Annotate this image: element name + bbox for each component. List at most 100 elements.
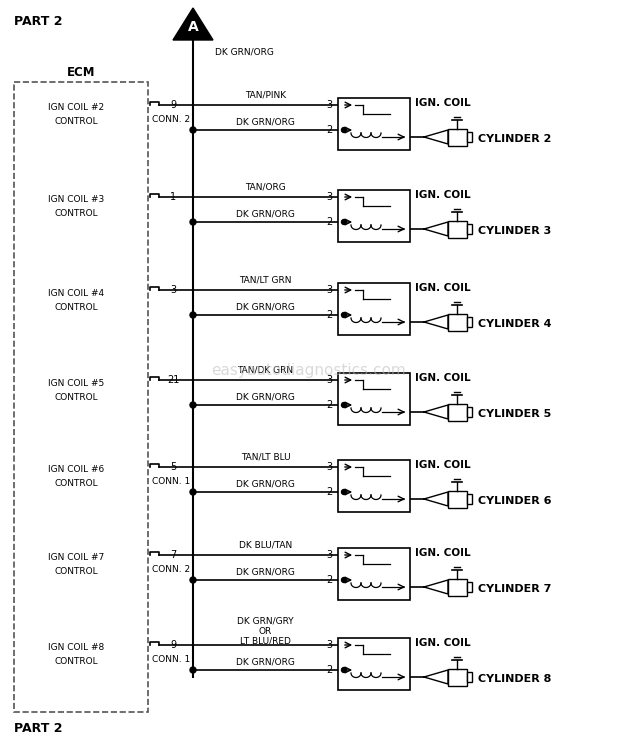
Text: IGN COIL #4: IGN COIL #4 [48, 289, 104, 298]
Text: IGN. COIL: IGN. COIL [415, 190, 471, 200]
Text: 3: 3 [326, 462, 332, 472]
Text: CYLINDER 5: CYLINDER 5 [478, 409, 551, 419]
Circle shape [190, 219, 196, 225]
Bar [338, 98, 410, 150]
Circle shape [342, 403, 347, 407]
Text: IGN. COIL: IGN. COIL [415, 638, 471, 648]
Polygon shape [424, 492, 448, 506]
Polygon shape [424, 130, 448, 144]
Text: 2: 2 [326, 310, 332, 320]
Text: 3: 3 [170, 285, 176, 295]
Bar [338, 283, 410, 335]
Text: TAN/DK GRN: TAN/DK GRN [237, 365, 294, 374]
Text: CYLINDER 4: CYLINDER 4 [478, 319, 551, 329]
Text: CONTROL: CONTROL [54, 302, 98, 311]
Bar [448, 578, 467, 596]
Text: CYLINDER 7: CYLINDER 7 [478, 584, 551, 594]
Bar [448, 668, 467, 686]
Polygon shape [424, 580, 448, 594]
Text: IGN. COIL: IGN. COIL [415, 548, 471, 558]
Text: DK GRN/ORG: DK GRN/ORG [236, 658, 295, 667]
Text: CONTROL: CONTROL [54, 209, 98, 218]
Polygon shape [424, 222, 448, 236]
Bar [338, 638, 410, 690]
Text: 7: 7 [170, 550, 176, 560]
Circle shape [342, 128, 347, 133]
Text: IGN. COIL: IGN. COIL [415, 460, 471, 470]
Text: CONTROL: CONTROL [54, 479, 98, 488]
Text: IGN COIL #3: IGN COIL #3 [48, 196, 104, 205]
Text: IGN. COIL: IGN. COIL [415, 373, 471, 383]
Circle shape [190, 312, 196, 318]
Text: ECM: ECM [67, 67, 95, 80]
Text: 2: 2 [326, 665, 332, 675]
Polygon shape [173, 8, 213, 40]
Circle shape [190, 667, 196, 673]
Text: DK GRN/ORG: DK GRN/ORG [236, 479, 295, 488]
Text: 2: 2 [326, 400, 332, 410]
Text: 3: 3 [326, 100, 332, 110]
Text: CONN. 1: CONN. 1 [152, 656, 190, 664]
Bar [467, 317, 472, 327]
Bar [338, 373, 410, 425]
Text: TAN/LT GRN: TAN/LT GRN [239, 275, 292, 284]
Bar [448, 128, 467, 146]
Circle shape [342, 220, 347, 224]
Text: 3: 3 [326, 192, 332, 202]
Text: 3: 3 [326, 550, 332, 560]
Text: CYLINDER 8: CYLINDER 8 [478, 674, 551, 684]
Text: A: A [188, 20, 198, 34]
Text: 9: 9 [170, 100, 176, 110]
Bar [338, 460, 410, 512]
Text: CONTROL: CONTROL [54, 658, 98, 667]
Text: DK GRN/ORG: DK GRN/ORG [236, 392, 295, 401]
Text: DK GRN/ORG: DK GRN/ORG [236, 118, 295, 127]
Text: CONN. 2: CONN. 2 [152, 116, 190, 124]
Text: 3: 3 [326, 285, 332, 295]
Bar [467, 494, 472, 504]
Circle shape [190, 402, 196, 408]
Text: PART 2: PART 2 [14, 722, 62, 735]
Text: IGN COIL #6: IGN COIL #6 [48, 466, 104, 475]
Text: DK GRN/ORG: DK GRN/ORG [215, 47, 274, 56]
Text: 2: 2 [326, 575, 332, 585]
Text: IGN COIL #7: IGN COIL #7 [48, 554, 104, 562]
Bar [467, 407, 472, 417]
Bar [448, 220, 467, 238]
Text: 2: 2 [326, 487, 332, 497]
Polygon shape [424, 670, 448, 684]
Text: PART 2: PART 2 [14, 15, 62, 28]
Bar [467, 132, 472, 142]
Bar [448, 490, 467, 508]
Text: 3: 3 [326, 375, 332, 385]
Bar [14, 82, 148, 712]
Bar [338, 548, 410, 600]
Bar [467, 582, 472, 592]
Circle shape [190, 489, 196, 495]
Bar [448, 404, 467, 421]
Text: DK GRN/ORG: DK GRN/ORG [236, 568, 295, 577]
Text: CONN. 2: CONN. 2 [152, 566, 190, 574]
Text: 1: 1 [170, 192, 176, 202]
Text: TAN/LT BLU: TAN/LT BLU [240, 452, 290, 461]
Text: 2: 2 [326, 125, 332, 135]
Text: 2: 2 [326, 217, 332, 227]
Text: DK GRN/GRY
OR
LT BLU/RED: DK GRN/GRY OR LT BLU/RED [237, 616, 294, 646]
Circle shape [190, 127, 196, 133]
Circle shape [342, 490, 347, 494]
Bar [448, 314, 467, 331]
Text: IGN COIL #5: IGN COIL #5 [48, 379, 104, 388]
Text: CONN. 1: CONN. 1 [152, 478, 190, 487]
Bar [338, 190, 410, 242]
Text: IGN. COIL: IGN. COIL [415, 98, 471, 108]
Circle shape [190, 577, 196, 583]
Text: easyautodiagnostics.com: easyautodiagnostics.com [211, 362, 407, 377]
Text: IGN COIL #2: IGN COIL #2 [48, 104, 104, 112]
Text: DK GRN/ORG: DK GRN/ORG [236, 302, 295, 311]
Text: CYLINDER 3: CYLINDER 3 [478, 226, 551, 236]
Circle shape [342, 313, 347, 317]
Text: CONTROL: CONTROL [54, 392, 98, 401]
Circle shape [342, 578, 347, 583]
Text: DK GRN/ORG: DK GRN/ORG [236, 209, 295, 218]
Text: CONTROL: CONTROL [54, 118, 98, 127]
